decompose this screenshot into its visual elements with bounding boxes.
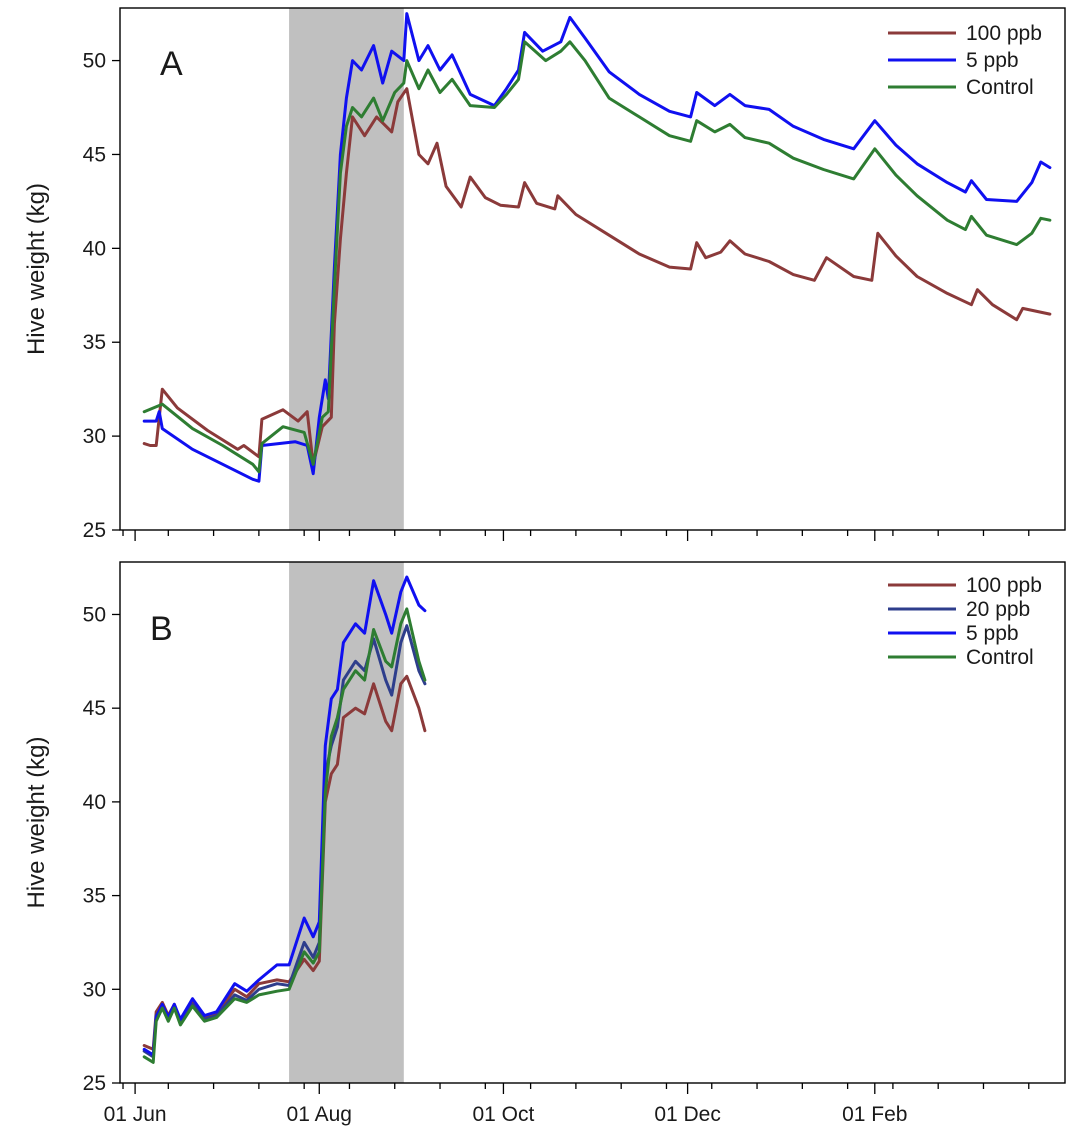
x-tick-label: 01 Feb [842, 1103, 907, 1126]
legend-label: 100 ppb [966, 574, 1042, 597]
panel-a: 25 30 35 40 45 50 Hive weight (kg) A 100 ppb 5 pp… [23, 7, 1066, 542]
series-line-control [142, 40, 1052, 474]
legend-label: 20 ppb [966, 598, 1030, 621]
legend-label: Control [966, 646, 1034, 669]
y-axis-label: Hive weight (kg) [23, 183, 50, 355]
x-tick-label: 01 Oct [472, 1103, 534, 1126]
exposure-period-shading [289, 8, 404, 530]
legend-label: 5 ppb [966, 622, 1019, 645]
y-tick-label: 30 [83, 425, 106, 448]
y-tick-label: 35 [83, 331, 106, 354]
y-tick-label: 25 [83, 1072, 106, 1095]
y-tick-label: 40 [83, 237, 106, 260]
y-tick-label: 45 [83, 697, 106, 720]
panel-label: A [160, 45, 183, 83]
panel-b: 25 30 35 40 45 50 01 Jun 01 Aug 01 Oct 01 Dec 01 F… [23, 561, 1066, 1126]
x-tick-label: 01 Jun [104, 1103, 167, 1126]
legend-label: 100 ppb [966, 22, 1042, 45]
legend-label: 5 ppb [966, 49, 1019, 72]
exposure-period-shading [289, 562, 404, 1083]
y-tick-label: 25 [83, 519, 106, 542]
y-axis-label: Hive weight (kg) [23, 736, 50, 908]
plot-frame [119, 7, 1066, 531]
series-line-control [142, 607, 427, 1064]
y-tick-label: 35 [83, 885, 106, 908]
plot-frame [119, 561, 1066, 1084]
x-tick-label: 01 Aug [287, 1103, 352, 1126]
x-tick-label: 01 Dec [654, 1103, 721, 1126]
y-tick-label: 45 [83, 143, 106, 166]
y-tick-label: 30 [83, 978, 106, 1001]
y-tick-label: 50 [83, 603, 106, 626]
series-line-5-ppb [142, 575, 427, 1057]
panel-label: B [150, 610, 173, 648]
legend-label: Control [966, 76, 1034, 99]
y-tick-label: 40 [83, 791, 106, 814]
series-line-100-ppb [142, 87, 1052, 466]
y-tick-label: 50 [83, 50, 106, 73]
